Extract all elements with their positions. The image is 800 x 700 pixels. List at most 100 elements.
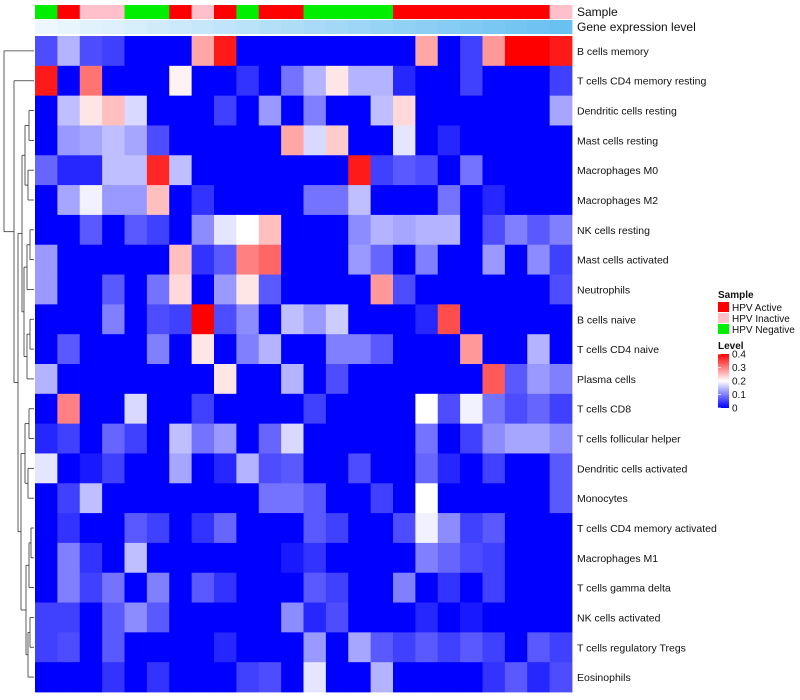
gene-expression-cell (370, 20, 394, 34)
heatmap-cell (281, 572, 304, 603)
heatmap-cell (146, 244, 170, 275)
heatmap-cell (393, 125, 416, 156)
heatmap-cell (124, 632, 148, 663)
heatmap-cell (437, 453, 461, 484)
heatmap-cell (146, 304, 170, 335)
heatmap-cell (102, 393, 125, 425)
heatmap-cell (504, 542, 528, 574)
heatmap-cell (415, 155, 439, 186)
heatmap-cell (437, 274, 461, 305)
heatmap-cell (236, 65, 260, 97)
heatmap-cell (415, 572, 439, 603)
heatmap-cell (549, 602, 573, 633)
sample-annotation-cell (169, 5, 193, 19)
row-label: T cells CD4 naive (577, 344, 659, 356)
sample-legend-swatch (718, 324, 729, 334)
heatmap-cell (325, 334, 349, 365)
heatmap-cell (258, 244, 282, 275)
heatmap-cell (236, 244, 260, 275)
heatmap-cell (393, 602, 416, 633)
heatmap-cell (124, 602, 148, 633)
heatmap-cell (348, 542, 372, 574)
row-label: Plasma cells (577, 374, 636, 386)
heatmap-cell (169, 185, 193, 216)
row-label: Dendritic cells resting (577, 106, 677, 118)
heatmap-cell (549, 334, 573, 365)
heatmap-cell (258, 393, 282, 425)
heatmap-cell (348, 453, 372, 484)
heatmap-cell (79, 542, 103, 574)
heatmap-cell (258, 483, 282, 514)
heatmap-cell (437, 572, 461, 603)
row-label: Macrophages M2 (577, 195, 658, 207)
level-legend-tick-label: 0 (732, 404, 738, 415)
heatmap-cell (124, 334, 148, 365)
heatmap-cell (482, 632, 506, 663)
heatmap-cell (191, 453, 215, 484)
heatmap-cell (169, 632, 193, 663)
heatmap-cell (57, 185, 81, 216)
heatmap-cell (527, 393, 551, 425)
heatmap-cell (214, 304, 237, 335)
heatmap-cell (102, 632, 125, 663)
heatmap-cell (504, 602, 528, 633)
gene-expression-cell (57, 20, 81, 34)
gene-expression-cell (460, 20, 483, 34)
heatmap-cell (460, 453, 483, 484)
sample-annotation-bar (35, 5, 573, 19)
heatmap-cell (527, 214, 551, 246)
gene-expression-cell (303, 20, 327, 34)
heatmap-cell (549, 662, 573, 693)
heatmap-cell (146, 36, 170, 67)
heatmap-cell (527, 155, 551, 186)
heatmap-cell (169, 334, 193, 365)
heatmap-cell (325, 453, 349, 484)
heatmap-cell (504, 393, 528, 425)
heatmap-cell (348, 513, 372, 544)
heatmap-cell (303, 662, 327, 693)
heatmap-cell (370, 214, 394, 246)
heatmap-cell (258, 453, 282, 484)
heatmap-cell (35, 274, 58, 305)
heatmap-cell (370, 364, 394, 395)
heatmap-cell (325, 155, 349, 186)
heatmap-cell (437, 423, 461, 454)
heatmap-cell (325, 36, 349, 67)
heatmap-cell (370, 155, 394, 186)
row-dendrogram (3, 50, 34, 678)
heatmap-cell (370, 662, 394, 693)
gene-expression-cell (437, 20, 461, 34)
heatmap-cell (527, 662, 551, 693)
row-label: T cells follicular helper (577, 434, 681, 446)
heatmap-cell (460, 334, 483, 365)
heatmap-cell (258, 572, 282, 603)
gene-expression-cell (482, 20, 506, 34)
heatmap-cell (482, 36, 506, 67)
heatmap-cell (303, 125, 327, 156)
heatmap-cell (549, 36, 573, 67)
heatmap-cell (169, 304, 193, 335)
sample-annotation-cell (504, 5, 528, 19)
heatmap-cell (281, 483, 304, 514)
heatmap-cell (415, 185, 439, 216)
row-label: Dendritic cells activated (577, 463, 687, 475)
heatmap-cell (325, 304, 349, 335)
heatmap-cell (191, 304, 215, 335)
heatmap-cell (527, 513, 551, 544)
heatmap-cell (482, 483, 506, 514)
heatmap-cell (258, 125, 282, 156)
heatmap-cell (146, 542, 170, 574)
heatmap-cell (370, 95, 394, 126)
heatmap-cell (348, 125, 372, 156)
heatmap-cell (146, 334, 170, 365)
heatmap-cell (370, 632, 394, 663)
heatmap-cell (169, 453, 193, 484)
heatmap-cell (214, 483, 237, 514)
heatmap-cell (482, 572, 506, 603)
row-label: T cells CD8 (577, 404, 631, 416)
heatmap-cell (437, 65, 461, 97)
heatmap-cell (482, 662, 506, 693)
heatmap-cell (236, 393, 260, 425)
heatmap-cell (370, 334, 394, 365)
